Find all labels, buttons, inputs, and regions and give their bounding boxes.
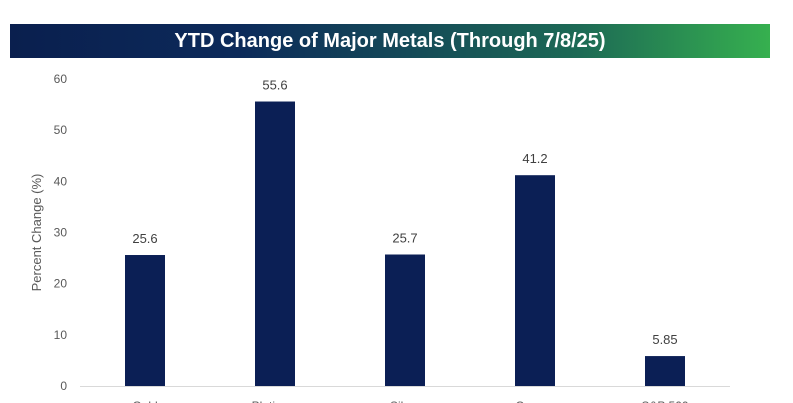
x-tick-label: Copper: [515, 399, 554, 403]
chart-title: YTD Change of Major Metals (Through 7/8/…: [174, 29, 606, 52]
x-tick-label: Silver: [390, 399, 420, 403]
bar-copper: [515, 175, 555, 386]
bar-s-p-500: [645, 356, 685, 386]
labels-layer: 25.6 Gold 55.6 Platinum 25.7 Silver 41.2 Copper…: [132, 78, 689, 403]
y-tick-label: 60: [54, 72, 68, 86]
x-tick-label: S&P 500: [641, 399, 688, 403]
y-tick-label: 20: [54, 277, 68, 291]
y-tick-label: 30: [54, 226, 68, 240]
y-tick-label: 0: [60, 379, 67, 393]
bar-platinum: [255, 101, 295, 386]
y-axis-title: Percent Change (%): [29, 174, 44, 292]
x-tick-label: Gold: [132, 399, 157, 403]
bar-silver: [385, 254, 425, 386]
data-label: 5.85: [652, 332, 677, 347]
bar-gold: [125, 255, 165, 386]
data-label: 55.6: [262, 78, 287, 93]
x-tick-label: Platinum: [252, 399, 299, 403]
data-label: 25.6: [132, 231, 157, 246]
y-tick-label: 50: [54, 123, 68, 137]
data-label: 41.2: [522, 151, 547, 166]
data-label: 25.7: [392, 231, 417, 246]
y-tick-label: 10: [54, 328, 68, 342]
axis-layer: 0 10 20 30 40 50 60 Percent Change (%): [29, 72, 730, 393]
bars-layer: [125, 101, 685, 386]
chart-title-bar: YTD Change of Major Metals (Through 7/8/…: [10, 24, 770, 58]
y-tick-label: 40: [54, 174, 68, 188]
